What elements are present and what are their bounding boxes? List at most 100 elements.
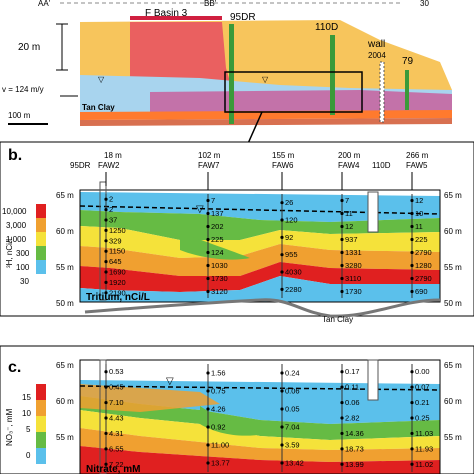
sample-value: 1730 [345, 287, 362, 296]
sample-point [104, 218, 108, 222]
sample-value: 13.77 [211, 459, 230, 468]
sample-value: 11.00 [211, 441, 229, 450]
sample-value: 0.07 [415, 383, 430, 392]
header-dist-faw4: 200 m [338, 151, 361, 160]
sample-point [340, 400, 344, 405]
sample-value: 3.59 [285, 441, 300, 450]
header-dist-faw5: 266 m [406, 151, 429, 160]
nitrate-legend: 15 10 5 0 NO₃⁻, mM [5, 384, 46, 464]
sample-point [410, 385, 414, 389]
c-ytick-55: 55 m [56, 433, 74, 442]
header-95dr: 95DR [70, 161, 91, 170]
c-ytick-60: 60 m [56, 397, 74, 406]
sample-point [206, 289, 210, 294]
sample-point [410, 462, 414, 466]
sample-value: 0.06 [285, 387, 300, 396]
c-ytick-65: 65 m [56, 361, 74, 370]
sample-point [206, 461, 210, 465]
water-table-b [79, 205, 441, 215]
c-ytick-60-r: 60 m [444, 397, 462, 406]
tritium-legend: 10,000 3,000 1,000 300 100 30 ³H, nCi/L [2, 204, 46, 286]
sample-point [104, 462, 108, 466]
header-dist-faw2: 18 m [104, 151, 122, 160]
sample-value: 7.04 [285, 423, 300, 432]
sample-value: 0.21 [415, 398, 430, 407]
sample-value: 225 [211, 235, 224, 244]
sample-point [280, 389, 284, 393]
sample-value: 4030 [285, 268, 302, 277]
well-79 [405, 70, 409, 110]
panel-b: b. 95DR 18 m FAW2 102 m FAW7 155 m FAW6 … [0, 141, 474, 324]
well-110d [330, 35, 335, 115]
sample-point [340, 198, 344, 203]
sample-value: 4.43 [109, 414, 124, 423]
sample-value: 2790 [415, 274, 432, 283]
sample-value: 0.06 [345, 398, 360, 407]
sample-value: 3120 [211, 287, 228, 296]
sample-point [104, 291, 108, 295]
tritium-tick-1: 3,000 [6, 221, 27, 230]
tan-clay-label-b: Tan Clay [322, 315, 353, 324]
sample-point [410, 224, 414, 229]
sample-point [340, 289, 344, 294]
sample-point [340, 431, 344, 436]
sample-point [340, 447, 344, 451]
sample-value: 329 [109, 236, 122, 245]
sample-point [206, 443, 210, 447]
sample-value: 14.36 [345, 429, 364, 438]
sample-value: 26 [285, 198, 293, 207]
basin-3-bar [130, 16, 222, 20]
sample-point [340, 370, 344, 374]
sample-point [280, 443, 284, 447]
sample-value: 0.75 [211, 387, 226, 396]
tritium-tick-4: 100 [16, 263, 30, 272]
sample-point [340, 385, 344, 389]
sample-value: 7.10 [109, 398, 124, 407]
sample-value: 3110 [345, 274, 361, 283]
nitrate-legend-unit: NO₃⁻, mM [5, 408, 14, 446]
sample-point [104, 370, 108, 374]
c-ytick-65-r: 65 m [444, 361, 462, 370]
sample-point [340, 224, 344, 229]
sample-point [340, 250, 344, 255]
tritium-tick-2: 1,000 [6, 235, 27, 244]
sample-point [410, 211, 414, 216]
sample-point [340, 237, 344, 242]
well-110d-label: 110D [315, 22, 338, 33]
sample-value: 1280 [415, 261, 432, 270]
sample-point [104, 249, 108, 253]
tritium-inset-title: Tritium, nCi/L [86, 292, 150, 303]
b-ytick-55: 55 m [56, 263, 74, 272]
sample-value: 12 [415, 196, 423, 205]
sample-value: 1250 [109, 226, 126, 235]
wall-2004 [379, 61, 385, 123]
sample-point [104, 208, 108, 212]
sample-value: 690 [415, 287, 428, 296]
sample-value: 0.00 [415, 367, 430, 376]
b-ytick-55-r: 55 m [444, 263, 462, 272]
sample-point [340, 276, 344, 281]
water-table-c [79, 385, 441, 391]
tritium-tick-5: 30 [20, 277, 29, 286]
well-95dr-label: 95DR [230, 12, 256, 23]
sample-value: 12 [345, 222, 353, 231]
sample-value: 2 [109, 205, 113, 214]
sample-value: 11 [415, 222, 423, 231]
sample-value: 1150 [109, 247, 125, 256]
nitrate-inset-title: Nitrate, mM [86, 464, 140, 474]
sample-value: 0.11 [345, 383, 359, 392]
sample-value: 6.55 [109, 444, 124, 453]
tritium-tick-0: 10,000 [2, 207, 27, 216]
sample-point [206, 425, 210, 429]
sample-point [104, 447, 108, 451]
sample-value: 18.73 [345, 444, 364, 453]
nitrate-contours [80, 360, 440, 474]
sample-point [206, 263, 210, 268]
sample-value: 1.56 [211, 369, 226, 378]
sample-point [280, 270, 284, 274]
scale-label: 100 m [8, 111, 31, 120]
sample-value: 645 [109, 257, 122, 266]
wall-year: 2004 [368, 51, 386, 60]
